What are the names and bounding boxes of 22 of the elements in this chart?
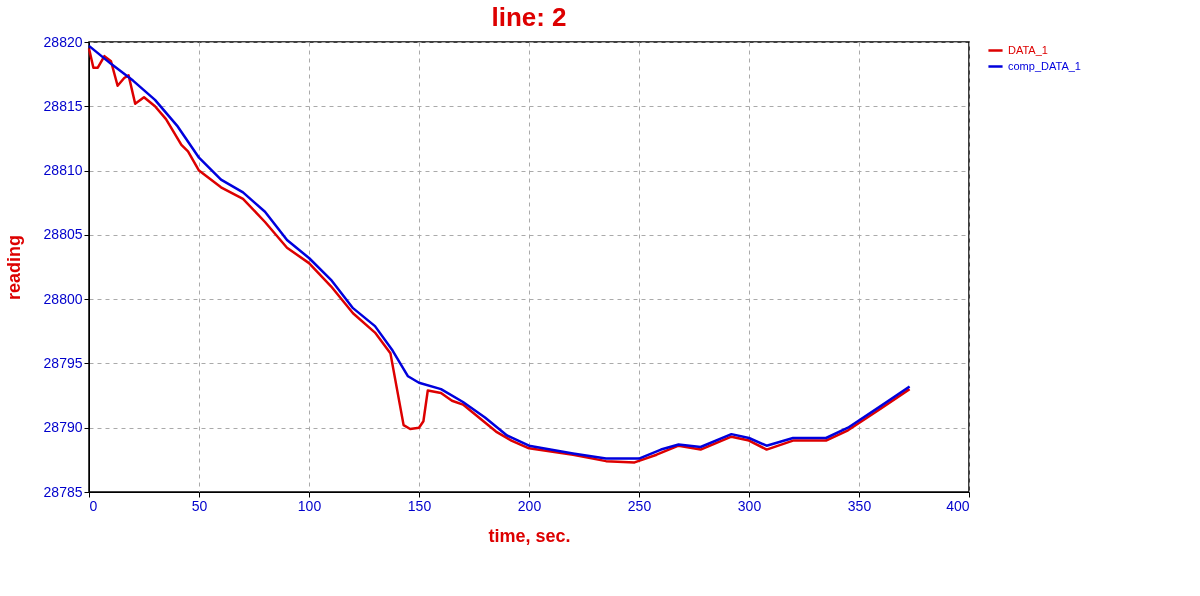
y-tick-label: 28810 — [43, 162, 83, 179]
y-tick-label: 28785 — [43, 483, 83, 500]
y-tick-label: 28790 — [43, 419, 83, 436]
chart-title: line: 2 — [491, 2, 567, 32]
y-axis-title: reading — [3, 234, 24, 301]
x-tick-label: 300 — [737, 497, 762, 514]
y-tick-label: 28795 — [43, 354, 83, 371]
legend-label: comp_DATA_1 — [1008, 59, 1081, 72]
y-tick-label: 28820 — [43, 33, 83, 50]
x-tick-label: 50 — [191, 497, 208, 514]
y-tick-label: 28805 — [43, 226, 83, 243]
legend-label: DATA_1 — [1008, 43, 1048, 56]
x-tick-label: 0 — [89, 497, 98, 514]
x-axis-title: time, sec. — [488, 525, 571, 546]
y-tick-label: 28800 — [43, 290, 83, 307]
x-tick-label: 250 — [627, 497, 652, 514]
x-tick-label: 350 — [847, 497, 872, 514]
x-tick-label: 100 — [297, 497, 322, 514]
x-tick-label: 200 — [517, 497, 542, 514]
y-tick-label: 28815 — [43, 97, 83, 114]
x-tick-label: 150 — [407, 497, 432, 514]
x-tick-label: 400 — [946, 497, 970, 514]
